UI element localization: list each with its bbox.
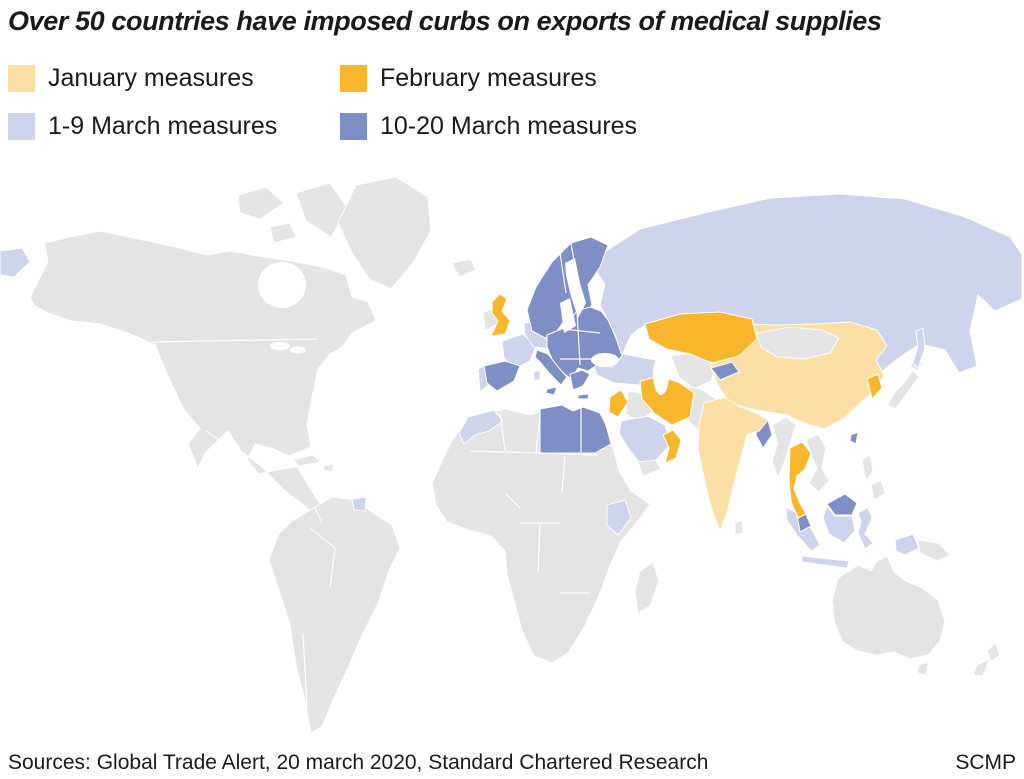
- legend-swatch-january: [8, 64, 35, 92]
- region-scandinavia: [526, 236, 609, 339]
- island-sakhalin: [912, 327, 926, 369]
- country-borders: [151, 242, 610, 709]
- seas: [258, 258, 669, 395]
- arctic-islands: [237, 182, 349, 244]
- country-spain: [483, 360, 521, 392]
- country-france: [501, 333, 537, 370]
- legend-label-march-10-20: 10-20 March measures: [380, 112, 638, 140]
- country-north-america: [29, 230, 377, 529]
- country-kyrgyzstan-overlay: [710, 361, 740, 381]
- region-indochina: [805, 433, 830, 493]
- country-philippines: [861, 454, 886, 501]
- country-italy: [534, 349, 568, 396]
- country-united-kingdom: [490, 293, 511, 337]
- country-suriname: [351, 496, 367, 512]
- legend-swatch-march-1-9: [8, 112, 35, 140]
- island-tasmania: [916, 661, 929, 676]
- country-china: [709, 321, 888, 430]
- legend-item-march-1-9: 1-9 March measures: [8, 112, 340, 140]
- baltic-sea: [560, 298, 576, 333]
- legend-item-march-10-20: 10-20 March measures: [340, 112, 637, 140]
- country-oman: [662, 429, 682, 464]
- country-south-america: [268, 496, 401, 734]
- gulf-of-bothnia: [565, 258, 586, 318]
- landmass-march-1-9: [0, 193, 1023, 569]
- world-map-svg: [0, 176, 1023, 734]
- region-chukotka-west: [0, 247, 31, 278]
- country-greece: [569, 369, 591, 400]
- country-south-korea: [866, 373, 883, 400]
- island-borneo-south: [822, 505, 856, 544]
- country-mongolia-overlay: [756, 326, 840, 360]
- region-papua-new-guinea: [917, 539, 951, 562]
- hudson-bay: [258, 262, 306, 308]
- legend-swatch-february: [340, 64, 367, 92]
- country-australia: [831, 555, 946, 660]
- great-lake-west: [270, 342, 290, 350]
- sources-text: Sources: Global Trade Alert, 20 march 20…: [8, 751, 709, 774]
- great-lake-east: [290, 346, 306, 354]
- chart-title: Over 50 countries have imposed curbs on …: [8, 6, 882, 36]
- island-taiwan: [849, 431, 859, 445]
- country-greenland: [337, 176, 432, 290]
- country-saudi-arabia: [618, 415, 672, 463]
- country-iceland: [451, 258, 477, 278]
- region-borneo-north-malaysia: [826, 493, 858, 516]
- island-sri-lanka: [734, 519, 744, 536]
- legend-item-february: February measures: [340, 64, 637, 92]
- island-java: [801, 555, 850, 569]
- legend-label-january: January measures: [48, 64, 254, 92]
- region-libya-egypt: [539, 404, 612, 454]
- legend: January measures February measures 1-9 M…: [8, 64, 637, 140]
- island-madagascar: [634, 561, 660, 614]
- legend-label-march-1-9: 1-9 March measures: [48, 112, 278, 140]
- footer: Sources: Global Trade Alert, 20 march 20…: [0, 751, 1024, 775]
- country-india: [697, 396, 769, 532]
- caspian-sea: [653, 355, 669, 395]
- legend-swatch-march-10-20: [340, 112, 367, 140]
- landmass-february: [490, 293, 883, 519]
- legend-item-january: January measures: [8, 64, 340, 92]
- country-kenya: [606, 499, 632, 536]
- country-myanmar: [771, 416, 797, 479]
- country-thailand: [788, 441, 812, 519]
- country-kazakhstan: [644, 311, 758, 364]
- island-sardinia: [533, 369, 541, 381]
- region-new-guinea-west: [894, 533, 920, 556]
- legend-label-february: February measures: [380, 64, 597, 92]
- black-sea: [591, 353, 619, 367]
- island-cuba: [292, 454, 335, 473]
- country-new-zealand: [972, 643, 1001, 677]
- country-syria: [608, 389, 629, 418]
- world-map: [0, 163, 1024, 735]
- landmass-january: [697, 321, 888, 532]
- country-morocco: [458, 409, 504, 445]
- credit-text: SCMP: [955, 751, 1016, 774]
- island-sulawesi: [857, 506, 874, 550]
